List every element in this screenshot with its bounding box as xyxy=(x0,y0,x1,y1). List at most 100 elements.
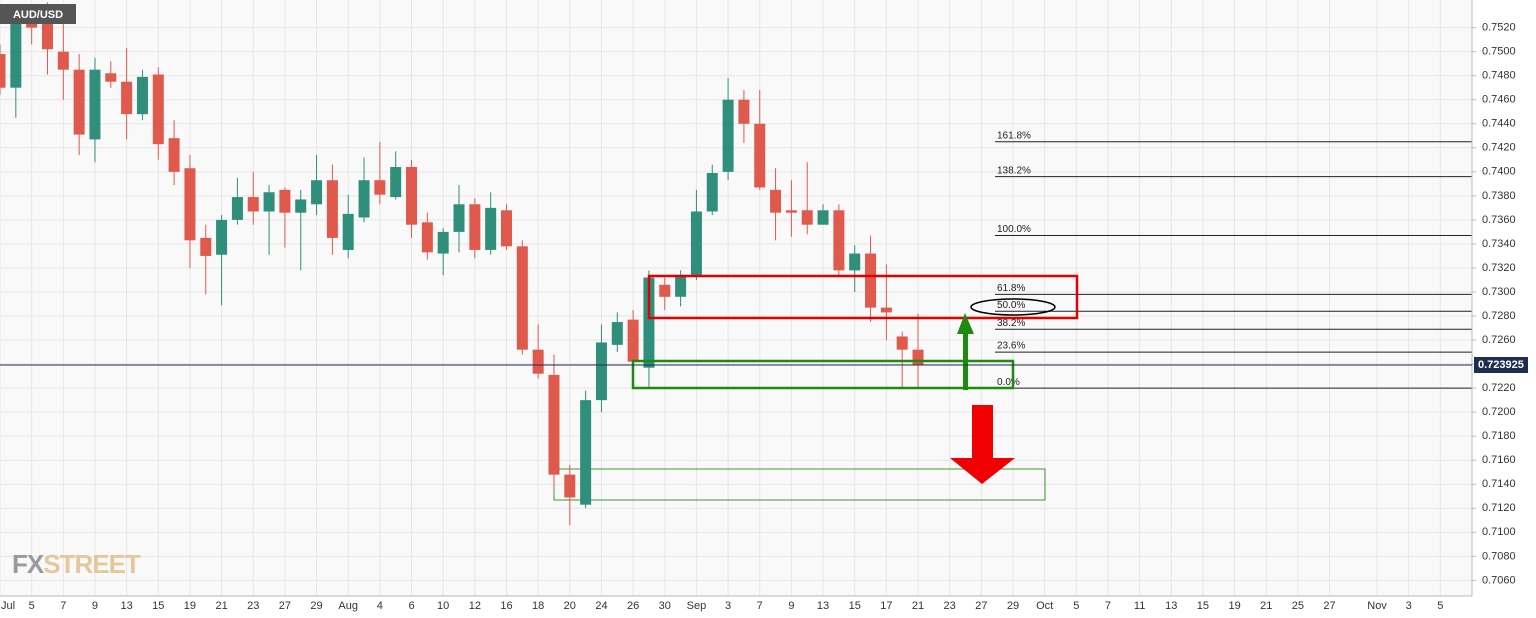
x-tick-label: 5 xyxy=(29,600,35,612)
x-tick-label: 27 xyxy=(279,600,291,612)
x-tick-label: Nov xyxy=(1367,600,1387,612)
x-tick-label: 19 xyxy=(184,600,196,612)
candle-body xyxy=(817,210,829,225)
candle-body xyxy=(595,342,607,401)
fib-label: 138.2% xyxy=(997,165,1031,176)
x-tick-label: 21 xyxy=(215,600,227,612)
candle-body xyxy=(849,253,861,271)
candle-body xyxy=(73,69,85,135)
fib-label: 100.0% xyxy=(997,224,1031,235)
annotations xyxy=(631,274,1079,484)
x-tick-label: 10 xyxy=(437,600,449,612)
x-tick-label: 9 xyxy=(788,600,794,612)
up-arrow-shaft xyxy=(963,330,968,390)
x-tick-label: 15 xyxy=(1197,600,1209,612)
y-tick-label: 0.7460 xyxy=(1482,94,1516,106)
y-tick-label: 0.7060 xyxy=(1482,574,1516,586)
last-price-box xyxy=(1474,356,1528,373)
candle-body xyxy=(247,197,259,212)
x-tick-label: 13 xyxy=(1165,600,1177,612)
x-tick-label: Jul xyxy=(1,600,15,612)
grid xyxy=(0,0,1472,596)
candle-body xyxy=(0,54,6,88)
candle-body xyxy=(880,307,892,313)
x-tick-label: 15 xyxy=(849,600,861,612)
down-arrow-head xyxy=(950,458,1015,484)
fibonacci: 161.8% 138.2% 100.0% 61.8% 50.0% 38.2% 23.6% 0.… xyxy=(995,130,1472,389)
candle-body xyxy=(500,210,512,247)
y-tick-label: 0.7480 xyxy=(1482,70,1516,82)
y-tick-label: 0.7300 xyxy=(1482,286,1516,298)
candle-body xyxy=(41,4,53,50)
fib-label: 38.2% xyxy=(997,318,1025,329)
candle-body xyxy=(216,219,228,255)
candle-body xyxy=(690,211,702,276)
x-tick-label: 29 xyxy=(1007,600,1019,612)
x-tick-label: 5 xyxy=(1437,600,1443,612)
y-tick-label: 0.7400 xyxy=(1482,166,1516,178)
y-tick-label: 0.7180 xyxy=(1482,430,1516,442)
x-tick-label: 6 xyxy=(408,600,414,612)
x-tick-label: 23 xyxy=(247,600,259,612)
x-tick-label: 3 xyxy=(725,600,731,612)
y-tick-label: 0.7080 xyxy=(1482,550,1516,562)
candle-body xyxy=(10,19,22,88)
x-tick-label: 9 xyxy=(92,600,98,612)
candle-body xyxy=(453,204,465,232)
x-tick-label: 19 xyxy=(1228,600,1240,612)
y-tick-label: 0.7200 xyxy=(1482,406,1516,418)
watermark-fx: FX xyxy=(12,549,45,579)
candle-body xyxy=(643,277,655,368)
y-tick-label: 0.7420 xyxy=(1482,142,1516,154)
y-tick-label: 0.7140 xyxy=(1482,478,1516,490)
candle-body xyxy=(168,138,180,172)
candle-body xyxy=(437,231,449,254)
candle-body xyxy=(548,374,560,475)
symbol-badge xyxy=(0,4,76,24)
candle-body xyxy=(279,189,291,213)
y-tick-label: 0.7440 xyxy=(1482,118,1516,130)
candle-body xyxy=(358,180,370,218)
candles xyxy=(0,2,924,526)
y-tick-label: 0.7260 xyxy=(1482,334,1516,346)
x-tick-label: 23 xyxy=(944,600,956,612)
candle-body xyxy=(785,210,797,213)
y-tick-label: 0.7160 xyxy=(1482,454,1516,466)
candle-body xyxy=(722,99,734,172)
candle-body xyxy=(532,349,544,374)
down-arrow-shaft xyxy=(972,405,993,461)
x-tick-label: 7 xyxy=(757,600,763,612)
y-tick-label: 0.7340 xyxy=(1482,238,1516,250)
candle-body xyxy=(564,474,576,498)
x-tick-label: 20 xyxy=(564,600,576,612)
up-arrow-head xyxy=(957,313,974,334)
candle-body xyxy=(231,197,243,220)
x-tick-label: 27 xyxy=(975,600,987,612)
candle-body xyxy=(580,400,592,505)
x-tick-label: 29 xyxy=(310,600,322,612)
x-tick-label: 5 xyxy=(1073,600,1079,612)
watermark: FXSTREET xyxy=(12,549,141,579)
x-tick-label: 4 xyxy=(377,600,383,612)
highlight-ellipse xyxy=(970,298,1056,316)
x-tick-label: 13 xyxy=(120,600,132,612)
candle-body xyxy=(912,349,924,366)
fib-label: 61.8% xyxy=(997,283,1025,294)
fib-label: 50.0% xyxy=(997,300,1025,311)
axes: 0.7060 0.7080 0.7100 0.7120 0.7140 0.7160 0.71… xyxy=(0,22,1528,612)
y-tick-label: 0.7500 xyxy=(1482,46,1516,58)
x-tick-label: 17 xyxy=(880,600,892,612)
fib-label: 23.6% xyxy=(997,341,1025,352)
candle-body xyxy=(611,322,623,345)
candle-body xyxy=(184,168,196,241)
y-tick-label: 0.7120 xyxy=(1482,502,1516,514)
y-tick-label: 0.7220 xyxy=(1482,382,1516,394)
candle-body xyxy=(627,319,639,362)
support-zone xyxy=(631,359,1015,390)
x-tick-label: 27 xyxy=(1323,600,1335,612)
x-tick-label: 15 xyxy=(152,600,164,612)
candle-body xyxy=(121,81,133,115)
x-tick-label: 7 xyxy=(1105,600,1111,612)
